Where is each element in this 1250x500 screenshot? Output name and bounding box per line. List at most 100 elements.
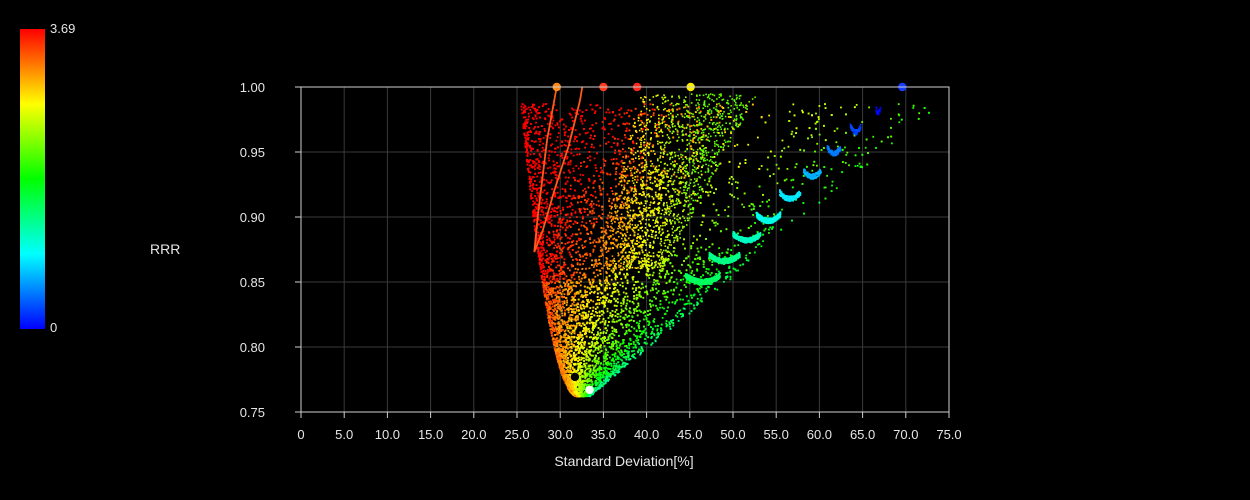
scatter-point — [565, 275, 568, 278]
scatter-point — [630, 260, 633, 263]
scatter-point — [846, 151, 849, 154]
scatter-point — [606, 222, 609, 225]
scatter-point — [645, 183, 648, 186]
scatter-point — [619, 366, 622, 368]
scatter-point — [570, 289, 573, 292]
scatter-point — [584, 192, 587, 195]
scatter-point — [541, 244, 544, 247]
scatter-point — [610, 343, 613, 346]
scatter-point — [601, 121, 604, 123]
scatter-point — [592, 367, 595, 370]
scatter-point — [653, 214, 656, 216]
scatter-point — [610, 128, 613, 131]
scatter-point — [586, 300, 589, 303]
scatter-point — [723, 128, 726, 131]
scatter-point — [597, 200, 600, 203]
scatter-point — [729, 193, 732, 196]
scatter-point — [618, 351, 621, 354]
scatter-point — [581, 244, 584, 247]
scatter-point — [594, 365, 597, 367]
scatter-point — [597, 347, 600, 350]
scatter-point — [536, 199, 538, 202]
scatter-point — [595, 122, 598, 125]
scatter-point — [636, 137, 639, 139]
scatter-point — [545, 298, 548, 301]
scatter-point — [574, 212, 577, 214]
scatter-point — [762, 222, 765, 225]
scatter-point — [539, 261, 541, 264]
scatter-point — [747, 143, 750, 146]
scatter-point — [627, 356, 630, 359]
scatter-point — [667, 125, 670, 127]
scatter-point — [626, 255, 629, 257]
scatter-point — [570, 324, 573, 327]
scatter-point — [655, 165, 658, 168]
scatter-point — [532, 105, 534, 108]
scatter-point — [648, 323, 651, 326]
scatter-point — [552, 322, 555, 325]
scatter-point — [593, 290, 596, 293]
scatter-point — [628, 328, 631, 331]
scatter-point — [591, 385, 593, 388]
scatter-point — [532, 209, 535, 212]
scatter-point — [768, 199, 770, 201]
scatter-point — [623, 298, 625, 301]
scatter-point — [578, 382, 581, 385]
scatter-point — [601, 248, 603, 251]
scatter-point — [656, 282, 659, 285]
colorbar — [20, 29, 45, 329]
scatter-point — [728, 177, 731, 180]
scatter-point — [649, 225, 652, 227]
scatter-point — [638, 290, 641, 293]
scatter-point — [676, 312, 679, 314]
scatter-point — [595, 387, 598, 390]
scatter-point — [697, 291, 700, 293]
scatter-point — [601, 374, 604, 377]
scatter-point — [613, 220, 616, 223]
scatter-point — [551, 260, 554, 263]
scatter-point — [604, 368, 606, 371]
scatter-point — [680, 176, 683, 179]
scatter-point — [539, 213, 542, 216]
scatter-point — [818, 133, 821, 136]
scatter-point — [590, 370, 592, 372]
scatter-point — [641, 330, 644, 333]
scatter-point — [596, 311, 598, 314]
scatter-point — [578, 282, 580, 285]
scatter-point — [656, 169, 659, 172]
scatter-point — [558, 278, 561, 280]
scatter-point — [854, 165, 857, 168]
scatter-point — [579, 115, 582, 118]
scatter-point — [561, 314, 564, 317]
scatter-point — [591, 383, 594, 386]
scatter-point — [700, 173, 703, 176]
scatter-point — [573, 308, 575, 310]
scatter-point — [556, 237, 559, 240]
scatter-point — [585, 368, 588, 371]
scatter-point — [656, 279, 659, 282]
scatter-point — [833, 130, 836, 132]
scatter-point — [640, 176, 643, 179]
scatter-point — [755, 246, 757, 249]
scatter-point — [565, 304, 568, 306]
scatter-point — [641, 194, 644, 197]
scatter-point — [584, 187, 586, 190]
scatter-point — [545, 306, 548, 309]
scatter-point — [662, 221, 664, 224]
scatter-point — [596, 314, 599, 317]
scatter-point — [530, 180, 533, 183]
scatter-point — [547, 288, 550, 291]
scatter-point — [625, 129, 628, 132]
scatter-point — [533, 220, 535, 223]
scatter-point — [579, 388, 582, 391]
scatter-point — [556, 291, 559, 294]
scatter-point — [600, 368, 603, 371]
scatter-point — [600, 381, 602, 384]
scatter-point — [596, 373, 599, 376]
scatter-point — [604, 323, 606, 326]
scatter-point — [856, 164, 859, 167]
scatter-point — [611, 260, 613, 263]
scatter-point — [636, 341, 639, 344]
scatter-point — [624, 251, 627, 254]
scatter-point — [582, 263, 585, 265]
